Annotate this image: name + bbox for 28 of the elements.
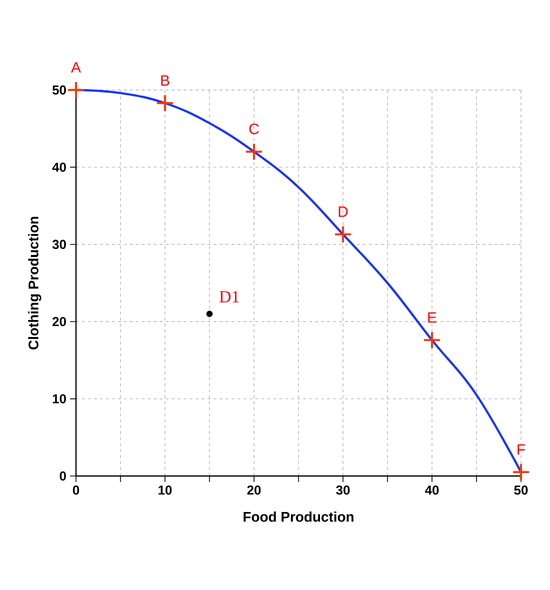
point (334, 225, 352, 244)
x-tick-label: 20 (247, 486, 261, 495)
y-tick-label: 10 (52, 394, 66, 404)
annotation: D1 (220, 291, 239, 302)
point (423, 331, 441, 350)
point (512, 463, 530, 482)
x-tick-label: 10 (158, 486, 172, 495)
annotation: A (71, 62, 81, 72)
point (206, 310, 213, 318)
annotation: E (428, 312, 436, 323)
annotation: C (249, 124, 259, 134)
x-axis-title: Food Production (244, 512, 354, 522)
x-tick-label: 50 (514, 486, 528, 495)
y-tick-label: 30 (52, 240, 66, 249)
y-tick-label: 0 (60, 471, 66, 481)
y-tick-label: 20 (52, 317, 66, 326)
x-tick-label: 0 (72, 486, 80, 495)
annotation: D (338, 206, 348, 217)
y-axis-title: Clothing Production (28, 216, 42, 350)
point (245, 142, 263, 161)
point (67, 81, 85, 99)
annotation: B (161, 75, 170, 86)
point (156, 94, 174, 112)
x-tick-label: 30 (336, 486, 350, 495)
x-tick-label: 40 (425, 486, 439, 495)
y-tick-label: 50 (52, 85, 66, 95)
annotation: F (518, 444, 525, 455)
y-tick-label: 40 (52, 162, 66, 172)
